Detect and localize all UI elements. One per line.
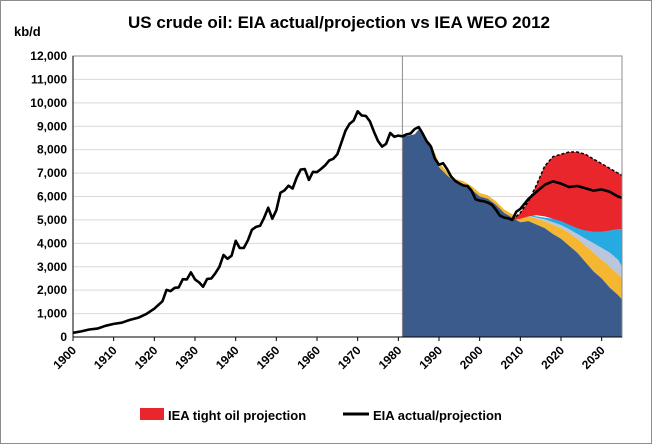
legend-label-eia: EIA actual/projection: [373, 408, 502, 423]
plot-area: [72, 56, 623, 337]
x-tick-label: 1930: [172, 343, 201, 372]
y-tick-label: 11,000: [31, 72, 67, 86]
y-tick-label: 12,000: [30, 49, 67, 63]
y-axis-unit-label: kb/d: [14, 24, 41, 39]
legend: IEA tight oil projection EIA actual/proj…: [140, 408, 502, 423]
x-tick-label: 1940: [213, 343, 242, 372]
eia-line: [72, 110, 623, 335]
iea-tight-oil-area: [512, 152, 622, 232]
y-tick-label: 3,000: [37, 260, 67, 274]
iea-layer-base: [402, 129, 622, 337]
y-tick-label: 10,000: [30, 96, 67, 110]
x-tick-label: 1990: [416, 343, 445, 372]
x-tick-label: 2000: [457, 343, 486, 372]
x-tick-label: 1970: [335, 343, 364, 372]
x-tick-label: 2030: [579, 343, 608, 372]
legend-swatch-tight-oil: [140, 408, 164, 420]
y-tick-label: 2,000: [37, 283, 67, 297]
y-tick-label: 9,000: [37, 119, 67, 133]
y-tick-labels: 0 1,000 2,000 3,000 4,000 5,000 6,000 7,000 8,00…: [30, 49, 67, 344]
legend-label-tight-oil: IEA tight oil projection: [168, 408, 306, 423]
x-tick-label: 1950: [254, 343, 283, 372]
y-tick-label: 5,000: [37, 213, 67, 227]
x-tick-label: 1900: [50, 343, 79, 372]
y-tick-label: 8,000: [37, 143, 67, 157]
y-tick-label: 6,000: [37, 190, 67, 204]
y-tick-label: 1,000: [37, 307, 67, 321]
x-tick-label: 1960: [294, 343, 323, 372]
y-tick-label: 7,000: [37, 166, 67, 180]
chart-title: US crude oil: EIA actual/projection vs I…: [128, 13, 550, 32]
y-tick-label: 4,000: [37, 236, 67, 250]
x-tick-label: 2020: [538, 343, 567, 372]
x-tick-labels: 1900 1910 1920 1930 1940 1950 1960 1970 1980 1990…: [50, 343, 608, 372]
x-tick-label: 1910: [91, 343, 120, 372]
x-tick-label: 2010: [498, 343, 527, 372]
x-tick-label: 1920: [132, 343, 161, 372]
x-tick-label: 1980: [376, 343, 405, 372]
axes: [72, 55, 623, 341]
y-tick-label: 0: [60, 330, 67, 344]
